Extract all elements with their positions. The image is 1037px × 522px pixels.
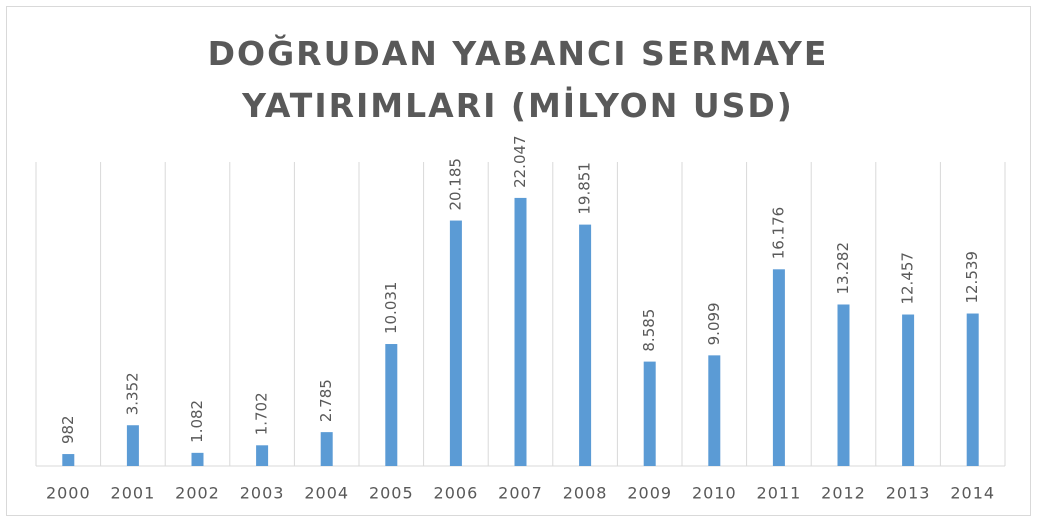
bar xyxy=(514,197,527,466)
x-tick-label: 2014 xyxy=(950,484,995,503)
x-tick-label: 2013 xyxy=(886,484,931,503)
bar xyxy=(62,454,75,466)
data-label: 12.539 xyxy=(963,251,981,303)
x-tick-label: 2006 xyxy=(434,484,479,503)
data-label: 16.176 xyxy=(769,207,787,260)
x-tick-label: 2009 xyxy=(627,484,672,503)
x-tick-label: 2003 xyxy=(240,484,285,503)
bar xyxy=(579,224,592,466)
x-tick-label: 2001 xyxy=(111,484,156,503)
bar xyxy=(385,344,398,466)
x-tick-label: 2010 xyxy=(692,484,737,503)
x-tick-label: 2011 xyxy=(757,484,802,503)
data-label: 12.457 xyxy=(899,252,917,305)
data-label: 1.702 xyxy=(253,392,271,435)
data-label: 3.352 xyxy=(123,372,141,415)
x-tick-label: 2000 xyxy=(46,484,91,503)
data-label: 20.185 xyxy=(446,158,464,211)
bar xyxy=(320,432,333,466)
data-label: 9.099 xyxy=(705,302,723,345)
x-tick-label: 2005 xyxy=(369,484,414,503)
x-tick-label: 2007 xyxy=(498,484,543,503)
bar xyxy=(256,445,269,466)
data-label: 13.282 xyxy=(834,242,852,295)
bar xyxy=(449,220,462,466)
bar xyxy=(902,314,915,466)
bar xyxy=(708,355,721,466)
data-label: 22.047 xyxy=(511,135,529,188)
bar xyxy=(772,269,785,466)
data-label: 2.785 xyxy=(317,379,335,422)
bar xyxy=(191,452,204,466)
x-tick-label: 2012 xyxy=(821,484,866,503)
data-label: 1.082 xyxy=(188,400,206,443)
bar xyxy=(966,313,979,466)
bar xyxy=(837,304,850,466)
chart-border xyxy=(6,6,1031,516)
x-tick-label: 2002 xyxy=(175,484,220,503)
data-label: 982 xyxy=(59,415,77,444)
chart-title: DOĞRUDAN YABANCI SERMAYE YATIRIMLARI (Mİ… xyxy=(207,34,829,125)
data-label: 19.851 xyxy=(576,162,594,215)
x-tick-label: 2008 xyxy=(563,484,608,503)
x-tick-label: 2004 xyxy=(304,484,349,503)
data-label: 8.585 xyxy=(640,309,658,352)
data-label: 10.031 xyxy=(382,282,400,335)
bar xyxy=(643,361,656,466)
bar xyxy=(126,425,139,466)
